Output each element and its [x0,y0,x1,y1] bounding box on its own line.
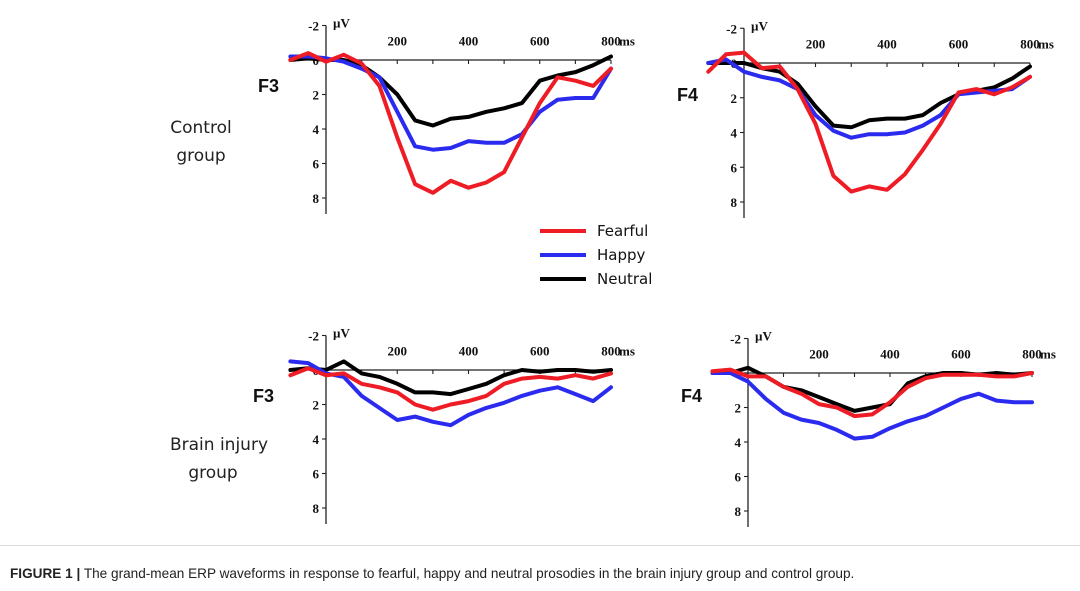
x-tick-label-control-f3: 600 [530,34,550,49]
x-tick-label-control-f4: 200 [806,36,826,51]
x-tick-label-control-f4: 800 [1020,36,1040,51]
group-label-control-line1: Control [170,118,231,138]
wave-happy-brain-injury-f4 [710,371,1034,441]
x-tick-label-control-f3: 800 [601,34,621,49]
wave-fearful-control-f3 [288,51,613,195]
figure-caption: FIGURE 1 | The grand-mean ERP waveforms … [10,566,1075,581]
x-tick-label-brain-injury-f4: 800 [1022,347,1042,362]
y-tick-label-brain-injury-f3: 6 [313,467,320,482]
x-unit-brain-injury-f4: ms [1040,347,1056,362]
y-unit-brain-injury-f3: µV [333,326,350,341]
y-unit-control-f3: µV [333,16,350,31]
x-tick-label-brain-injury-f4: 400 [880,347,900,362]
y-tick-label-brain-injury-f4: 2 [735,401,742,416]
y-tick-label-control-f3: -2 [308,19,319,34]
caption-label: FIGURE 1 | [10,566,81,581]
x-tick-label-control-f4: 600 [949,36,969,51]
electrode-label-brain-injury-f4: F4 [681,386,702,406]
y-tick-label-control-f3: 2 [313,88,320,103]
y-tick-label-brain-injury-f4: 4 [735,435,742,450]
x-unit-control-f3: ms [619,34,635,49]
wave-neutral-brain-injury-f3 [288,359,613,397]
wave-fearful-control-f4 [706,50,1032,194]
legend-label-happy: Happy [597,246,646,264]
y-tick-label-brain-injury-f3: -2 [308,329,319,344]
y-tick-label-control-f3: 4 [313,122,320,137]
x-tick-label-brain-injury-f3: 400 [459,344,479,359]
x-tick-label-brain-injury-f3: 800 [601,344,621,359]
x-unit-control-f4: ms [1038,36,1054,51]
y-tick-label-control-f4: 8 [731,195,738,210]
y-tick-label-control-f4: 6 [731,160,738,175]
group-label-brain-injury-line1: Brain injury [170,435,268,455]
x-tick-label-control-f4: 400 [877,36,897,51]
group-label-brain-injury-line2: group [188,463,237,483]
x-tick-label-brain-injury-f4: 600 [951,347,971,362]
y-tick-label-control-f3: 8 [313,191,320,206]
electrode-label-control-f4: F4 [677,85,698,105]
y-unit-control-f4: µV [751,18,768,33]
wave-happy-control-f3 [288,54,613,152]
y-tick-label-control-f4: 4 [731,126,738,141]
y-tick-label-brain-injury-f3: 8 [313,501,320,516]
y-tick-label-brain-injury-f4: 8 [735,504,742,519]
legend: Fearful Happy Neutral [540,222,652,288]
y-tick-label-brain-injury-f4: -2 [730,332,741,347]
x-unit-brain-injury-f3: ms [619,344,635,359]
x-tick-label-brain-injury-f3: 600 [530,344,550,359]
wave-fearful-brain-injury-f4 [710,367,1034,419]
caption-divider [0,545,1080,546]
y-tick-label-control-f3: 6 [313,157,320,172]
electrode-label-brain-injury-f3: F3 [253,386,274,406]
y-tick-label-control-f4: 2 [731,91,738,106]
y-unit-brain-injury-f4: µV [755,329,772,344]
x-tick-label-control-f3: 200 [388,34,408,49]
electrode-label-control-f3: F3 [258,76,279,96]
x-tick-label-control-f3: 400 [459,34,479,49]
y-tick-label-brain-injury-f3: 2 [313,398,320,413]
y-tick-label-control-f4: -2 [726,21,737,36]
wave-happy-control-f4 [706,57,1032,140]
y-tick-label-brain-injury-f4: 6 [735,470,742,485]
wave-fearful-brain-injury-f3 [288,366,613,412]
wave-neutral-control-f4 [706,61,1032,130]
legend-label-neutral: Neutral [597,270,652,288]
wave-neutral-control-f3 [288,54,613,128]
x-tick-label-brain-injury-f4: 200 [809,347,829,362]
caption-text: The grand-mean ERP waveforms in response… [83,566,855,581]
wave-happy-brain-injury-f3 [288,359,613,428]
group-label-control-line2: group [176,146,225,166]
legend-label-fearful: Fearful [597,222,648,240]
y-tick-label-brain-injury-f3: 4 [313,432,320,447]
x-tick-label-brain-injury-f3: 200 [388,344,408,359]
